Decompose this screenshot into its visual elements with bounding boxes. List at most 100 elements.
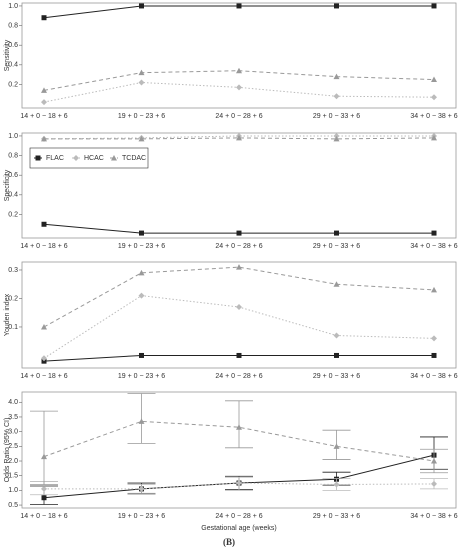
x-tick-label: 19 + 0 − 23 + 6 bbox=[118, 243, 165, 250]
marker bbox=[333, 332, 340, 339]
x-tick-label: 14 + 0 − 18 + 6 bbox=[20, 243, 67, 250]
plot-frame bbox=[21, 2, 457, 109]
plot-frame bbox=[21, 391, 457, 509]
legend-box bbox=[29, 147, 149, 169]
marker bbox=[431, 286, 437, 293]
x-tick-label: 14 + 0 − 18 + 6 bbox=[20, 113, 67, 120]
x-tick-label: 24 + 0 − 28 + 6 bbox=[215, 243, 262, 250]
marker bbox=[333, 73, 340, 80]
marker bbox=[431, 335, 437, 342]
y-axis-label: Specificity bbox=[4, 169, 11, 201]
plot-frame bbox=[21, 261, 457, 369]
legend-marker bbox=[73, 155, 79, 161]
y-axis-label: Sensitivity bbox=[4, 39, 11, 71]
marker bbox=[236, 352, 242, 358]
marker bbox=[41, 221, 47, 227]
legend-label: TCDAC bbox=[122, 155, 146, 162]
y-tick-label: 2.5 bbox=[8, 443, 18, 450]
marker bbox=[41, 323, 47, 330]
marker bbox=[431, 458, 437, 464]
y-tick-label: 1.0 bbox=[8, 3, 18, 10]
x-tick-label: 24 + 0 − 28 + 6 bbox=[215, 113, 262, 120]
marker bbox=[138, 269, 145, 276]
marker bbox=[236, 134, 242, 141]
marker bbox=[236, 424, 242, 430]
marker bbox=[236, 264, 242, 270]
y-tick-label: 2.0 bbox=[8, 458, 18, 465]
marker bbox=[41, 355, 47, 362]
marker bbox=[333, 281, 340, 287]
x-tick-label: 14 + 0 − 18 + 6 bbox=[20, 373, 67, 380]
x-axis-label: Gestational age (weeks) bbox=[201, 525, 276, 532]
marker bbox=[41, 87, 47, 93]
y-tick-label: 0.6 bbox=[8, 172, 18, 179]
y-tick-label: 1.0 bbox=[8, 133, 18, 140]
marker bbox=[236, 480, 242, 487]
marker bbox=[41, 453, 47, 460]
x-tick-label: 34 + 0 − 38 + 6 bbox=[410, 243, 457, 250]
y-tick-label: 0.2 bbox=[8, 295, 18, 302]
caption: (B) bbox=[223, 537, 235, 547]
legend-marker bbox=[35, 155, 41, 161]
y-tick-label: 0.8 bbox=[8, 22, 18, 29]
x-tick-label: 14 + 0 − 18 + 6 bbox=[20, 513, 67, 520]
y-tick-label: 0.5 bbox=[8, 502, 18, 509]
y-tick-label: 3.5 bbox=[8, 414, 18, 421]
x-tick-label: 29 + 0 − 33 + 6 bbox=[313, 113, 360, 120]
marker bbox=[236, 3, 242, 9]
marker bbox=[431, 230, 437, 236]
marker bbox=[334, 352, 339, 358]
x-tick-label: 19 + 0 − 23 + 6 bbox=[118, 373, 165, 380]
marker bbox=[139, 352, 144, 358]
marker bbox=[431, 94, 437, 101]
x-tick-label: 24 + 0 − 28 + 6 bbox=[215, 373, 262, 380]
marker bbox=[333, 93, 340, 100]
x-tick-label: 29 + 0 − 33 + 6 bbox=[313, 373, 360, 380]
marker bbox=[41, 15, 47, 21]
marker bbox=[139, 230, 144, 236]
marker bbox=[41, 485, 47, 492]
x-tick-label: 19 + 0 − 23 + 6 bbox=[118, 113, 165, 120]
y-tick-label: 0.1 bbox=[8, 324, 18, 331]
y-axis-label: Odds Ratio (95% CI) bbox=[4, 418, 11, 483]
x-tick-label: 34 + 0 − 38 + 6 bbox=[410, 373, 457, 380]
marker bbox=[138, 135, 145, 142]
x-tick-label: 24 + 0 − 28 + 6 bbox=[215, 513, 262, 520]
y-tick-label: 0.6 bbox=[8, 42, 18, 49]
y-tick-label: 0.2 bbox=[8, 211, 18, 218]
marker bbox=[138, 485, 145, 492]
y-axis-label: Youden index bbox=[4, 293, 11, 336]
series-line bbox=[44, 137, 435, 140]
marker bbox=[138, 418, 145, 424]
y-tick-label: 0.2 bbox=[8, 81, 18, 88]
marker bbox=[431, 76, 437, 83]
marker bbox=[138, 79, 145, 86]
marker bbox=[431, 480, 437, 487]
marker bbox=[139, 3, 144, 9]
x-tick-label: 19 + 0 − 23 + 6 bbox=[118, 513, 165, 520]
marker bbox=[41, 135, 47, 142]
y-tick-label: 0.3 bbox=[8, 267, 18, 274]
y-tick-label: 1.0 bbox=[8, 487, 18, 494]
marker bbox=[334, 3, 339, 9]
marker bbox=[431, 352, 437, 358]
y-tick-label: 4.0 bbox=[8, 399, 18, 406]
y-tick-label: 0.4 bbox=[8, 62, 18, 69]
marker bbox=[431, 3, 437, 9]
legend-marker bbox=[111, 155, 117, 161]
y-tick-label: 0.4 bbox=[8, 192, 18, 199]
marker bbox=[138, 69, 145, 76]
marker bbox=[41, 99, 47, 106]
y-tick-label: 1.5 bbox=[8, 473, 18, 480]
marker bbox=[431, 134, 437, 141]
marker bbox=[138, 292, 145, 299]
x-tick-label: 29 + 0 − 33 + 6 bbox=[313, 513, 360, 520]
x-tick-label: 34 + 0 − 38 + 6 bbox=[410, 513, 457, 520]
marker bbox=[333, 443, 340, 449]
x-tick-label: 29 + 0 − 33 + 6 bbox=[313, 243, 360, 250]
marker bbox=[236, 84, 242, 91]
marker bbox=[333, 135, 340, 142]
marker bbox=[236, 304, 242, 311]
y-tick-label: 0.8 bbox=[8, 152, 18, 159]
